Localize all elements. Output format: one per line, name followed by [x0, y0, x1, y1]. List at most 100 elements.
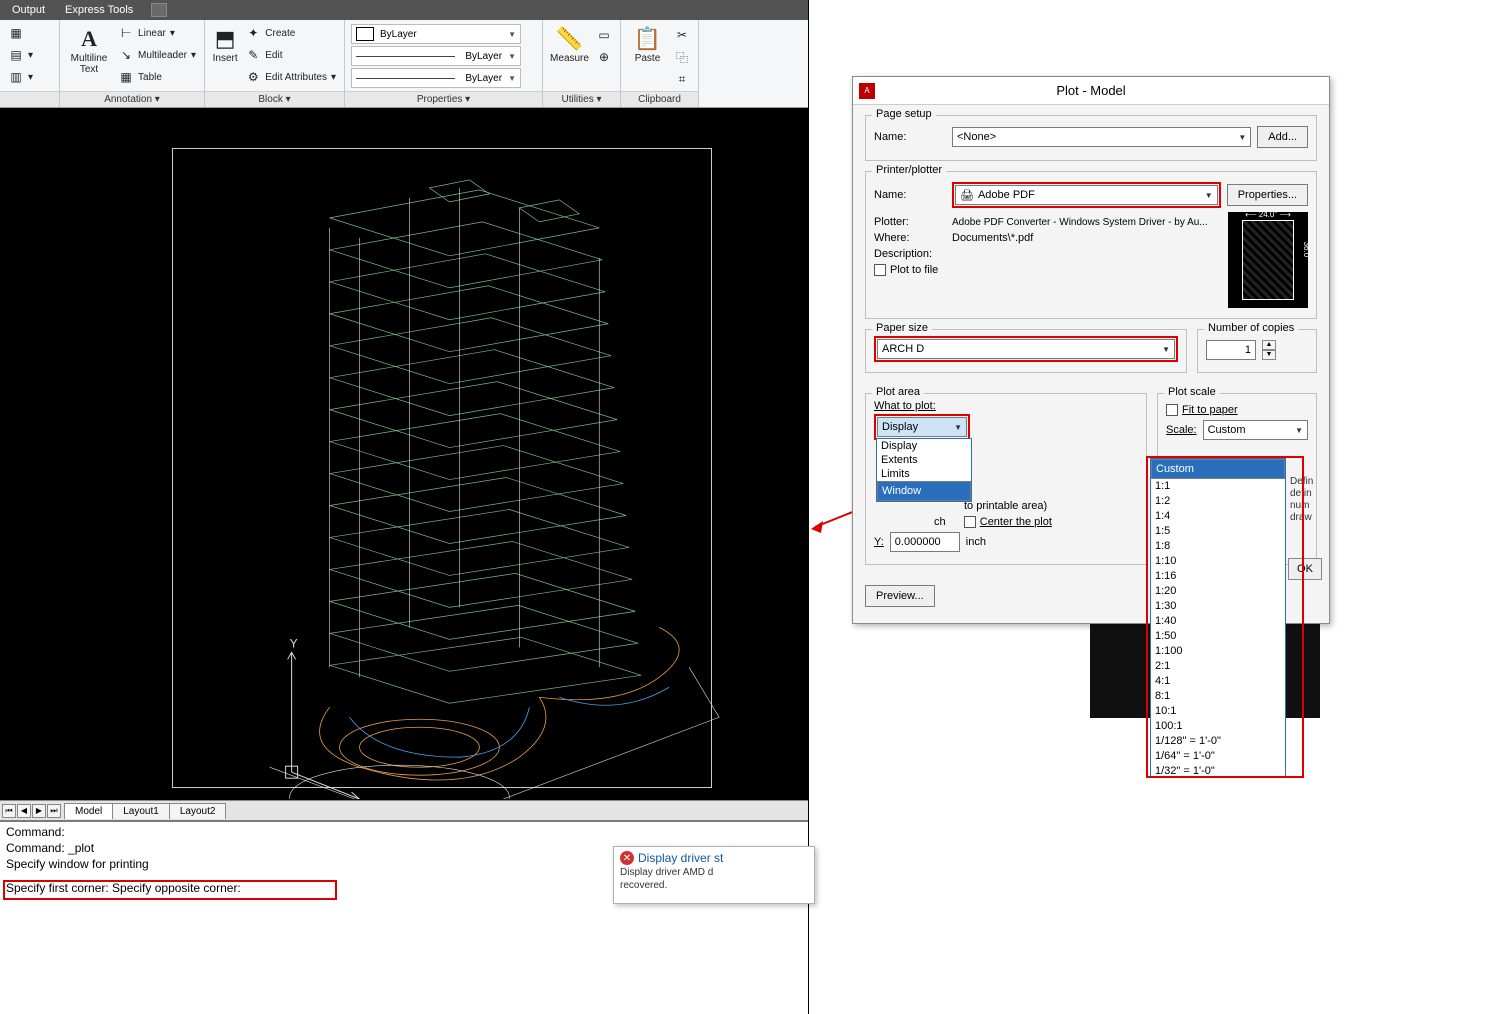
- qat-button[interactable]: [151, 3, 167, 17]
- multileader-button[interactable]: ↘Multileader ▾: [116, 45, 198, 65]
- scale-option[interactable]: 1:1: [1151, 479, 1285, 494]
- cut-button[interactable]: ✂: [672, 25, 692, 45]
- edit-block-button[interactable]: ✎Edit: [243, 45, 338, 65]
- value: Adobe PDF Converter - Windows System Dri…: [952, 217, 1208, 228]
- annotation-highlight: ARCH D▼: [874, 336, 1178, 362]
- color-control[interactable]: ByLayer▼: [351, 24, 521, 44]
- spin-down-icon[interactable]: ▼: [1262, 350, 1276, 360]
- layer-icon: ▥: [8, 69, 24, 85]
- scale-option[interactable]: 2:1: [1151, 659, 1285, 674]
- util-btn[interactable]: ▭: [594, 25, 614, 45]
- measure-button[interactable]: 📏 Measure: [549, 23, 590, 64]
- what-to-plot-option[interactable]: Limits: [877, 467, 971, 481]
- nav-prev-icon[interactable]: ◀: [17, 804, 31, 818]
- layer-icon: ▤: [8, 47, 24, 63]
- what-to-plot-option[interactable]: Window: [877, 481, 971, 501]
- notification-body: Display driver AMD d: [620, 867, 808, 878]
- center-plot-checkbox[interactable]: Center the plot: [964, 516, 1052, 528]
- scale-option[interactable]: 1/128" = 1'-0": [1151, 734, 1285, 749]
- paste-button[interactable]: 📋 Paste: [627, 23, 668, 64]
- layout-tab-2[interactable]: Layout2: [169, 803, 227, 819]
- tab-express-tools[interactable]: Express Tools: [57, 2, 141, 18]
- scale-option[interactable]: 1:4: [1151, 509, 1285, 524]
- scale-option[interactable]: 1:16: [1151, 569, 1285, 584]
- nav-next-icon[interactable]: ▶: [32, 804, 46, 818]
- layout-tab-1[interactable]: Layout1: [112, 803, 170, 819]
- group-label: Number of copies: [1204, 322, 1298, 334]
- nav-last-icon[interactable]: ⏭: [47, 804, 61, 818]
- scale-option[interactable]: 4:1: [1151, 674, 1285, 689]
- paper-size-group: Paper size ARCH D▼: [865, 329, 1187, 373]
- edit-attributes-button[interactable]: ⚙Edit Attributes ▾: [243, 67, 338, 87]
- printer-group: Printer/plotter Name: 🖨Adobe PDF ▼ Prope…: [865, 171, 1317, 319]
- scale-option[interactable]: 8:1: [1151, 689, 1285, 704]
- scale-option[interactable]: 1:5: [1151, 524, 1285, 539]
- scale-option[interactable]: 1:2: [1151, 494, 1285, 509]
- linetype-control[interactable]: ByLayer▼: [351, 68, 521, 88]
- spin-up-icon[interactable]: ▲: [1262, 340, 1276, 350]
- plotter-select[interactable]: 🖨Adobe PDF ▼: [955, 185, 1218, 205]
- scale-option[interactable]: 1:100: [1151, 644, 1285, 659]
- insert-button[interactable]: ⬒ Insert: [211, 23, 239, 64]
- scale-option[interactable]: 1:10: [1151, 554, 1285, 569]
- y-offset-input[interactable]: 0.000000: [890, 532, 960, 552]
- table-button[interactable]: ▦Table: [116, 67, 198, 87]
- nav-first-icon[interactable]: ⏮: [2, 804, 16, 818]
- ribbon-btn[interactable]: ▥▾: [6, 67, 35, 87]
- page-setup-select[interactable]: <None>▼: [952, 127, 1251, 147]
- what-to-plot-options: DisplayExtentsLimitsWindow: [876, 438, 972, 502]
- label: to printable area): [964, 500, 1047, 512]
- lineweight-control[interactable]: ByLayer▼: [351, 46, 521, 66]
- label: Y:: [874, 536, 884, 548]
- drawing-viewport[interactable]: Y: [0, 108, 808, 800]
- label: Create: [265, 28, 295, 39]
- driver-notification[interactable]: ✕Display driver st Display driver AMD d …: [613, 846, 815, 904]
- panel-title-clipboard[interactable]: Clipboard: [621, 91, 698, 107]
- paper-size-select[interactable]: ARCH D▼: [877, 339, 1175, 359]
- scale-option[interactable]: 1/32" = 1'-0": [1151, 764, 1285, 778]
- copy-button[interactable]: ⿻: [672, 47, 692, 67]
- scale-option[interactable]: 1:20: [1151, 584, 1285, 599]
- plot-to-file-checkbox[interactable]: Plot to file: [874, 264, 938, 276]
- linear-dim-button[interactable]: ⊢Linear ▾: [116, 23, 198, 43]
- scale-option[interactable]: 1:30: [1151, 599, 1285, 614]
- add-button[interactable]: Add...: [1257, 126, 1308, 148]
- ok-button[interactable]: OK: [1288, 558, 1322, 580]
- ribbon-btn[interactable]: ▦: [6, 23, 35, 43]
- label: Description:: [874, 248, 946, 260]
- group-label: Plot area: [872, 386, 924, 398]
- layout-tab-model[interactable]: Model: [64, 803, 113, 819]
- paste-icon: 📋: [634, 25, 662, 53]
- fit-to-paper-checkbox[interactable]: Fit to paper: [1166, 404, 1238, 416]
- label: Fit to paper: [1182, 404, 1238, 416]
- table-icon: ▦: [118, 69, 134, 85]
- label: ByLayer: [380, 29, 417, 40]
- scale-option[interactable]: 1:8: [1151, 539, 1285, 554]
- scale-option[interactable]: 1/64" = 1'-0": [1151, 749, 1285, 764]
- match-button[interactable]: ⌗: [672, 69, 692, 89]
- scale-option[interactable]: Custom: [1151, 459, 1285, 479]
- create-block-button[interactable]: ✦Create: [243, 23, 338, 43]
- panel-title-block[interactable]: Block ▾: [205, 91, 344, 107]
- what-to-plot-option[interactable]: Display: [877, 439, 971, 453]
- copies-input[interactable]: 1: [1206, 340, 1256, 360]
- util-btn[interactable]: ⊕: [594, 47, 614, 67]
- multiline-text-button[interactable]: A Multiline Text: [66, 23, 112, 75]
- scale-option[interactable]: 1:40: [1151, 614, 1285, 629]
- text-icon: A: [75, 25, 103, 53]
- color-swatch-icon: [356, 27, 374, 41]
- preview-button[interactable]: Preview...: [865, 585, 935, 607]
- scale-option[interactable]: 100:1: [1151, 719, 1285, 734]
- properties-button[interactable]: Properties...: [1227, 184, 1308, 206]
- panel-title-annotation[interactable]: Annotation ▾: [60, 91, 204, 107]
- panel-title-utilities[interactable]: Utilities ▾: [543, 91, 620, 107]
- panel-title-properties[interactable]: Properties ▾: [345, 91, 542, 107]
- ribbon-btn[interactable]: ▤▾: [6, 45, 35, 65]
- scale-option[interactable]: 1:50: [1151, 629, 1285, 644]
- label: Where:: [874, 232, 946, 244]
- scale-select[interactable]: Custom▼: [1203, 420, 1308, 440]
- tab-output[interactable]: Output: [4, 2, 53, 18]
- what-to-plot-option[interactable]: Extents: [877, 453, 971, 467]
- what-to-plot-select[interactable]: Display▼: [877, 417, 967, 437]
- scale-option[interactable]: 10:1: [1151, 704, 1285, 719]
